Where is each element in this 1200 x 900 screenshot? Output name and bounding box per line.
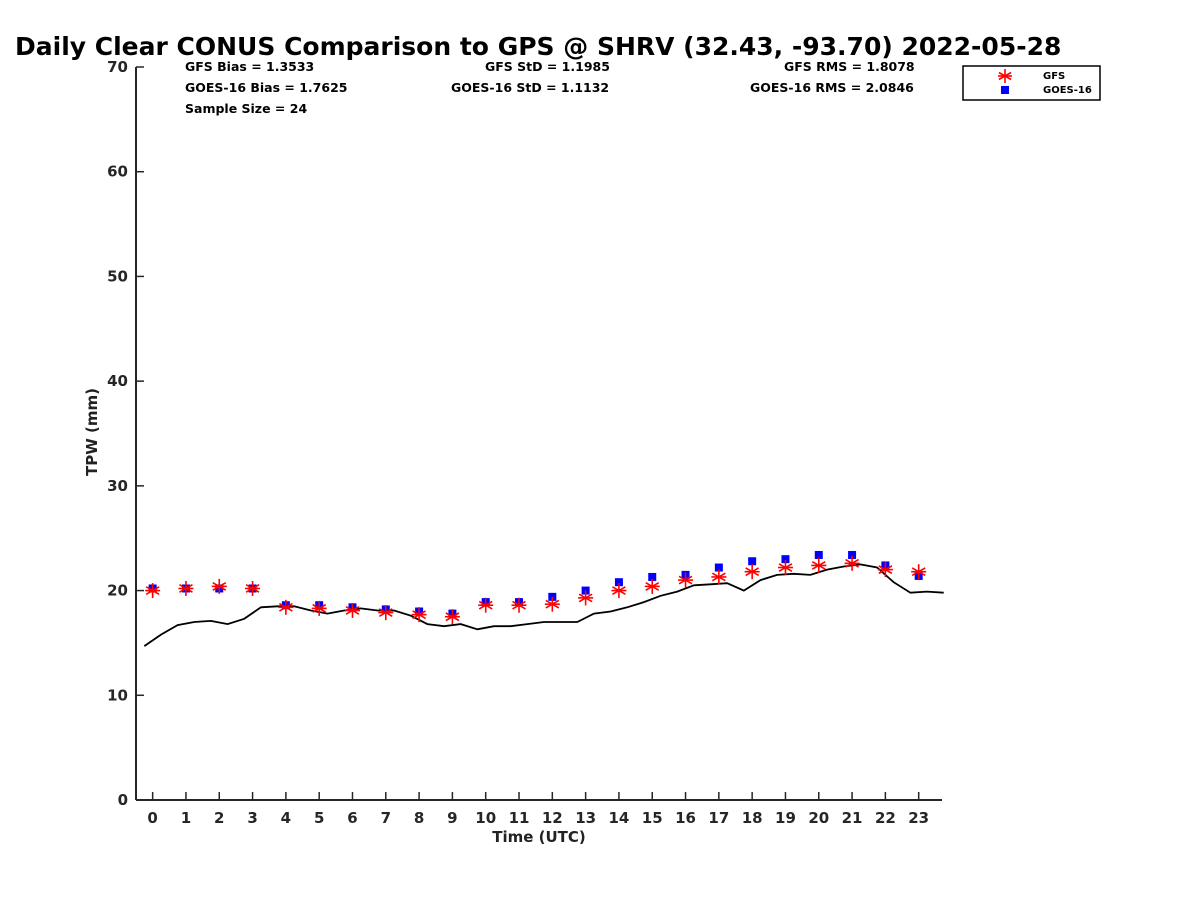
y-tick-label: 20 bbox=[107, 582, 128, 600]
gfs-point bbox=[744, 564, 760, 580]
x-tick-label: 4 bbox=[281, 809, 291, 827]
goes16-point bbox=[848, 550, 857, 559]
stat-goes-rms: GOES-16 RMS = 2.0846 bbox=[750, 80, 914, 95]
legend-goes16-marker bbox=[1001, 86, 1009, 94]
x-tick-label: 3 bbox=[247, 809, 257, 827]
x-tick-label: 16 bbox=[675, 809, 696, 827]
y-tick-label: 40 bbox=[107, 372, 128, 390]
x-tick-label: 13 bbox=[575, 809, 596, 827]
legend-gfs-asterisk bbox=[998, 69, 1012, 83]
gfs-point bbox=[711, 569, 727, 585]
y-tick-label: 10 bbox=[107, 686, 128, 704]
legend-goes16-label: GOES-16 bbox=[1043, 85, 1092, 96]
gps-line bbox=[143, 563, 944, 647]
gfs-point bbox=[211, 578, 227, 594]
gfs-point bbox=[877, 562, 893, 578]
goes16-point bbox=[614, 578, 623, 587]
y-tick-label: 50 bbox=[107, 267, 128, 285]
legend-goes16-square bbox=[1001, 86, 1009, 94]
x-tick-label: 10 bbox=[475, 809, 496, 827]
legend-gfs-marker bbox=[998, 69, 1012, 83]
x-tick-label: 23 bbox=[908, 809, 929, 827]
gfs-point bbox=[311, 600, 327, 616]
stat-gfs-bias: GFS Bias = 1.3533 bbox=[185, 59, 314, 74]
x-tick-label: 18 bbox=[742, 809, 763, 827]
gfs-point bbox=[678, 572, 694, 588]
gfs-point bbox=[844, 555, 860, 571]
gfs-series bbox=[145, 555, 927, 625]
goes16-point bbox=[748, 557, 757, 566]
gfs-point bbox=[478, 597, 494, 613]
x-tick-label: 6 bbox=[347, 809, 357, 827]
gfs-point bbox=[378, 605, 394, 621]
stat-gfs-std: GFS StD = 1.1985 bbox=[485, 59, 610, 74]
x-tick-label: 14 bbox=[608, 809, 629, 827]
gfs-point bbox=[544, 596, 560, 612]
x-tick-label: 2 bbox=[214, 809, 224, 827]
gfs-point bbox=[811, 557, 827, 573]
y-axis-label: TPW (mm) bbox=[83, 388, 101, 476]
gfs-point bbox=[344, 602, 360, 618]
x-tick-label: 22 bbox=[875, 809, 896, 827]
x-tick-label: 15 bbox=[642, 809, 663, 827]
goes16-point bbox=[714, 563, 723, 572]
goes16-point bbox=[648, 572, 657, 581]
stat-goes-bias: GOES-16 Bias = 1.7625 bbox=[185, 80, 347, 95]
x-tick-label: 8 bbox=[414, 809, 424, 827]
gfs-point bbox=[278, 599, 294, 615]
gfs-point bbox=[911, 564, 927, 580]
x-tick-label: 17 bbox=[708, 809, 729, 827]
gfs-point bbox=[444, 609, 460, 625]
legend: GFS GOES-16 bbox=[962, 65, 1101, 101]
gfs-point bbox=[644, 578, 660, 594]
stat-goes-std: GOES-16 StD = 1.1132 bbox=[451, 80, 609, 95]
gfs-point bbox=[178, 580, 194, 596]
x-tick-label: 12 bbox=[542, 809, 563, 827]
legend-box bbox=[962, 65, 1101, 101]
stats-block: GFS Bias = 1.3533 GOES-16 Bias = 1.7625 … bbox=[185, 59, 915, 116]
gfs-point bbox=[578, 590, 594, 606]
x-tick-label: 1 bbox=[181, 809, 191, 827]
gps-series bbox=[143, 563, 944, 647]
gfs-point bbox=[145, 583, 161, 599]
x-tick-label: 11 bbox=[509, 809, 530, 827]
gfs-point bbox=[777, 560, 793, 576]
x-tick-label: 5 bbox=[314, 809, 324, 827]
legend-gfs-label: GFS bbox=[1043, 71, 1065, 82]
gfs-point bbox=[511, 597, 527, 613]
x-tick-label: 20 bbox=[808, 809, 829, 827]
gfs-point bbox=[611, 583, 627, 599]
x-axis-label: Time (UTC) bbox=[492, 828, 586, 846]
x-tick-label: 21 bbox=[842, 809, 863, 827]
goes16-point bbox=[814, 550, 823, 559]
x-tick-label: 0 bbox=[147, 809, 157, 827]
gfs-point bbox=[411, 607, 427, 623]
x-tick-label: 7 bbox=[381, 809, 391, 827]
y-tick-label: 60 bbox=[107, 163, 128, 181]
goes16-point bbox=[781, 555, 790, 564]
y-tick-label: 30 bbox=[107, 477, 128, 495]
x-tick-label: 9 bbox=[447, 809, 457, 827]
y-tick-label: 0 bbox=[118, 791, 128, 809]
y-tick-label: 70 bbox=[107, 58, 128, 76]
gfs-point bbox=[245, 580, 261, 596]
stat-gfs-rms: GFS RMS = 1.8078 bbox=[784, 59, 915, 74]
x-tick-label: 19 bbox=[775, 809, 796, 827]
stat-sample-size: Sample Size = 24 bbox=[185, 101, 307, 116]
chart-title: Daily Clear CONUS Comparison to GPS @ SH… bbox=[15, 32, 1061, 61]
